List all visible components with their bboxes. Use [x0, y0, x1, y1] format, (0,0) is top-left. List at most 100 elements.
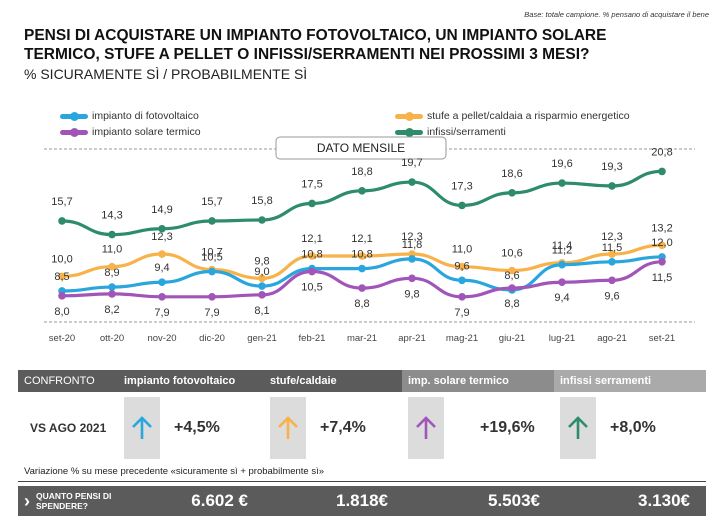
data-label-infissi: 17,3 — [451, 180, 472, 192]
data-point-solare — [558, 278, 566, 287]
data-point-stufe — [658, 241, 666, 250]
data-label-infissi: 19,3 — [601, 161, 622, 173]
spend-infissi: 3.130€ — [638, 491, 690, 510]
data-point-infissi — [658, 167, 666, 176]
change-cell-infissi: +8,0% — [554, 393, 706, 463]
data-point-solare — [458, 293, 466, 301]
data-label-stufe: 11,4 — [552, 240, 573, 252]
data-label-infissi: 14,3 — [101, 210, 122, 222]
data-label-stufe: 12,3 — [601, 231, 622, 243]
data-point-solare — [358, 284, 366, 292]
data-point-infissi — [608, 182, 616, 190]
data-point-infissi — [308, 199, 316, 208]
legend-swatch-infissi — [395, 127, 423, 137]
legend-swatch-stufe — [395, 111, 423, 121]
change-cell-fotovoltaico: +4,5% — [118, 393, 264, 463]
data-point-infissi — [458, 201, 466, 210]
data-label-stufe: 9,8 — [254, 255, 269, 267]
x-tick-label: lug-21 — [549, 333, 575, 344]
data-label-fotovoltaico: 10,8 — [351, 249, 372, 261]
data-point-solare — [308, 267, 316, 276]
data-point-fotovoltaico — [608, 258, 616, 266]
data-label-fotovoltaico: 9,4 — [154, 262, 169, 274]
data-point-stufe — [508, 266, 516, 275]
data-label-infissi: 17,5 — [301, 178, 322, 190]
data-label-fotovoltaico: 10,8 — [301, 249, 322, 261]
x-tick-label: giu-21 — [499, 333, 525, 344]
x-tick-label: ott-20 — [100, 333, 124, 344]
data-label-infissi: 18,6 — [501, 168, 522, 180]
data-point-stufe — [108, 262, 116, 271]
data-point-solare — [108, 290, 116, 298]
x-tick-label: apr-21 — [398, 333, 425, 344]
change-fotovoltaico: +4,5% — [174, 419, 220, 436]
x-tick-label: mar-21 — [347, 333, 377, 344]
data-label-stufe: 12,3 — [401, 231, 422, 243]
data-label-solare: 10,5 — [301, 282, 322, 294]
data-label-solare: 7,9 — [454, 307, 469, 319]
x-tick-label: feb-21 — [299, 333, 326, 344]
data-point-infissi — [558, 179, 566, 187]
data-label-fotovoltaico: 8,9 — [104, 267, 119, 279]
data-point-infissi — [58, 217, 66, 225]
data-label-solare: 7,9 — [204, 307, 219, 319]
data-point-solare — [158, 293, 166, 301]
arrow-up-icon — [124, 397, 160, 459]
data-label-infissi: 20,8 — [651, 146, 672, 158]
spend-fotovoltaico: 6.602 € — [191, 491, 248, 510]
data-label-solare: 9,4 — [554, 292, 569, 304]
data-point-fotovoltaico — [408, 255, 416, 263]
legend-label-solare: impianto solare termico — [92, 126, 201, 138]
data-label-fotovoltaico: 8,6 — [504, 270, 519, 282]
change-cell-solare: +19,6% — [402, 393, 554, 463]
data-point-stufe — [458, 262, 466, 271]
data-point-infissi — [208, 217, 216, 225]
data-point-fotovoltaico — [108, 283, 116, 291]
data-label-infissi: 14,9 — [151, 204, 172, 216]
change-solare: +19,6% — [480, 419, 535, 436]
data-label-stufe: 12,1 — [351, 233, 372, 245]
header-infissi: infissi serramenti — [554, 370, 706, 392]
x-tick-label: nov-20 — [147, 333, 176, 344]
header-fotovoltaico: impianto fotovoltaico — [118, 370, 264, 392]
x-tick-label: set-21 — [649, 333, 675, 344]
data-point-stufe — [608, 250, 616, 258]
data-point-solare — [258, 291, 266, 299]
data-label-solare: 9,6 — [604, 290, 619, 302]
chevron-right-icon: › — [24, 491, 30, 511]
data-label-solare: 8,8 — [504, 298, 519, 310]
legend-label-stufe: stufe a pellet/caldaia a risparmio energ… — [427, 110, 630, 122]
legend-item-solare: impianto solare termico — [60, 126, 201, 138]
data-label-infissi: 15,7 — [51, 196, 72, 208]
data-label-stufe: 12,3 — [151, 231, 172, 243]
legend-item-infissi: infissi/serramenti — [395, 126, 506, 138]
arrow-up-icon — [270, 397, 306, 459]
data-point-stufe — [308, 252, 316, 260]
data-point-fotovoltaico — [258, 282, 266, 290]
data-point-solare — [658, 258, 666, 266]
data-point-stufe — [58, 272, 66, 281]
data-point-solare — [58, 292, 66, 300]
data-label-stufe: 10,6 — [501, 248, 522, 260]
legend-item-stufe: stufe a pellet/caldaia a risparmio energ… — [395, 110, 630, 122]
confronto-label: CONFRONTO — [18, 370, 118, 392]
data-label-stufe: 12,1 — [301, 233, 322, 245]
data-label-solare: 8,1 — [254, 305, 269, 317]
legend-item-fotovoltaico: impianto di fotovoltaico — [60, 110, 199, 122]
header-solare: imp. solare termico — [402, 370, 554, 392]
x-tick-label: gen-21 — [247, 333, 277, 344]
data-label-infissi: 15,8 — [251, 195, 272, 207]
data-label-fotovoltaico: 11,5 — [602, 242, 623, 254]
data-label-fotovoltaico: 8,5 — [54, 271, 69, 283]
badge-box — [275, 136, 447, 160]
data-label-infissi: 18,8 — [351, 166, 372, 178]
spend-label: › QUANTO PENSI DI SPENDERE? — [18, 486, 118, 516]
change-stufe: +7,4% — [320, 419, 366, 436]
data-point-infissi — [358, 187, 366, 195]
arrow-up-icon — [560, 397, 596, 459]
page-title: PENSI DI ACQUISTARE UN IMPIANTO FOTOVOLT… — [24, 27, 607, 63]
legend-label-infissi: infissi/serramenti — [427, 126, 506, 138]
x-tick-label: ago-21 — [597, 333, 627, 344]
data-label-infissi: 19,6 — [551, 158, 572, 170]
x-tick-label: dic-20 — [199, 333, 225, 344]
